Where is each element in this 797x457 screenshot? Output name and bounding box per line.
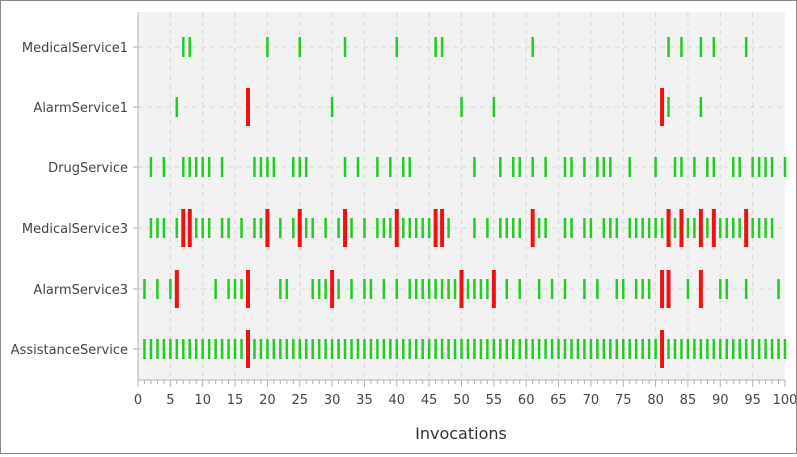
y-tick-label: DrugService	[48, 161, 128, 176]
x-tick-label: 0	[134, 393, 142, 408]
axes: MedicalService1 AlarmService1 DrugService M…	[11, 12, 797, 408]
marks-layer	[143, 37, 787, 368]
x-axis-label: Invocations	[415, 424, 507, 443]
x-tick-label: 40	[389, 393, 406, 408]
x-tick-label: 45	[421, 393, 438, 408]
x-tick-label: 90	[712, 393, 729, 408]
x-tick-label: 25	[291, 393, 308, 408]
x-tick-label: 100	[773, 393, 796, 408]
y-tick-label: AssistanceService	[11, 343, 128, 358]
x-tick-label: 95	[744, 393, 761, 408]
x-tick-label: 20	[259, 393, 276, 408]
x-tick-label: 30	[324, 393, 341, 408]
x-tick-label: 80	[647, 393, 664, 408]
x-tick-label: 75	[615, 393, 632, 408]
x-tick-label: 55	[486, 393, 503, 408]
x-tick-label: 50	[453, 393, 470, 408]
y-tick-label: MedicalService3	[22, 222, 128, 237]
x-tick-label: 65	[550, 393, 567, 408]
y-tick-label: AlarmService1	[33, 101, 128, 116]
x-tick-label: 35	[356, 393, 373, 408]
x-tick-label: 15	[227, 393, 244, 408]
x-tick-label: 5	[166, 393, 174, 408]
x-tick-label: 60	[518, 393, 535, 408]
y-tick-label: AlarmService3	[33, 283, 128, 298]
y-tick-label: MedicalService1	[22, 41, 128, 56]
x-tick-label: 70	[583, 393, 600, 408]
plot-area	[138, 12, 785, 380]
x-tick-label: 10	[194, 393, 211, 408]
x-tick-label: 85	[680, 393, 697, 408]
